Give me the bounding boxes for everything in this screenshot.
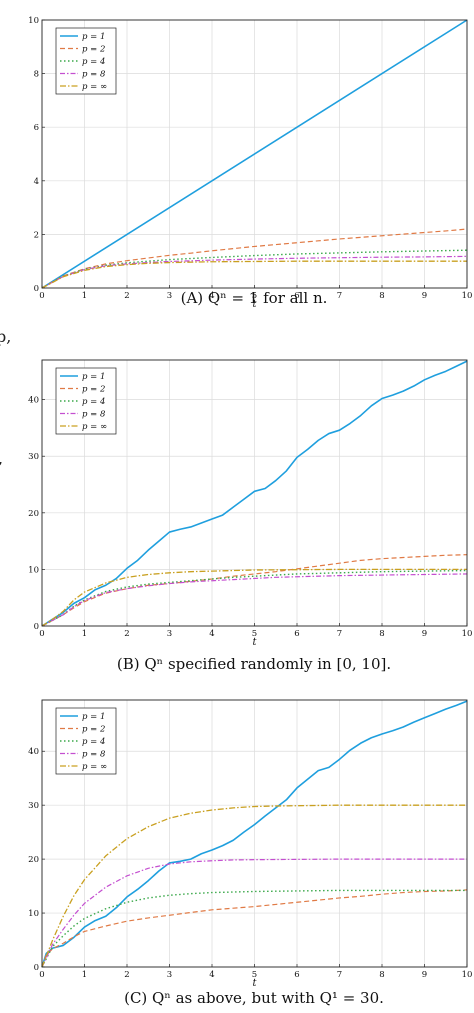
legend-label-pinf: p = ∞ [82, 82, 107, 92]
x-tick-label: 1 [82, 970, 87, 980]
left-edge-text-2: , [0, 449, 3, 468]
series-line-p8 [41, 255, 468, 289]
legend-label-p4: p = 4 [82, 397, 105, 407]
chart-panel-2: 0 1 2 3 4 5 6 7 8 9 10 0 10 20 30 40 t p = 1 p = 2 p = 4 p =… [28, 359, 473, 673]
x-tick-label: 5 [252, 970, 257, 980]
x-axis-label: t [252, 299, 257, 310]
series-line-p2 [41, 228, 468, 289]
y-tick-label: 30 [28, 801, 39, 811]
y-tick-label: 6 [34, 123, 39, 133]
x-tick-label: 9 [422, 291, 427, 301]
legend-label-pinf: p = ∞ [82, 762, 107, 772]
legend-label-p4: p = 4 [82, 737, 105, 747]
y-tick-label: 0 [34, 963, 39, 973]
y-tick-label: 4 [34, 177, 39, 187]
legend-label-p1: p = 1 [82, 372, 105, 382]
left-edge-text-1: p, [0, 327, 11, 346]
x-tick-label: 3 [167, 291, 172, 301]
x-tick-label: 5 [252, 291, 257, 301]
figure-caption: (A) Qⁿ = 1 for all n. [181, 289, 328, 307]
series-line-p4 [41, 889, 467, 968]
series-line-p8 [41, 858, 467, 968]
x-tick-label: 0 [39, 291, 44, 301]
series-line-p8 [41, 573, 468, 627]
legend-box [55, 707, 117, 775]
y-tick-label: 10 [28, 16, 39, 26]
legend-label-p8: p = 8 [82, 70, 106, 80]
y-tick-label: 20 [28, 855, 39, 865]
y-tick-label: 40 [28, 396, 39, 406]
series-line-p2 [41, 554, 468, 627]
series-line-pinf [41, 804, 467, 968]
x-tick-label: 10 [462, 970, 473, 980]
legend-label-p2: p = 2 [82, 45, 105, 55]
legend-label-p1: p = 1 [82, 32, 105, 42]
x-tick-label: 6 [294, 291, 299, 301]
x-axis-label: t [252, 637, 257, 648]
legend-label-pinf: p = ∞ [82, 422, 107, 432]
x-tick-label: 8 [379, 291, 384, 301]
x-tick-label: 10 [462, 291, 473, 301]
legend-label-p4: p = 4 [82, 57, 105, 67]
x-tick-label: 7 [337, 291, 342, 301]
x-tick-label: 8 [379, 970, 384, 980]
y-tick-label: 20 [28, 509, 39, 519]
chart-panel-3: 0 1 2 3 4 5 6 7 8 9 10 0 10 20 30 40 t p = 1 p = 2 p = 4 p =… [28, 699, 473, 1007]
y-tick-label: 0 [34, 622, 39, 632]
series-line-p2 [41, 889, 468, 968]
legend-label-p2: p = 2 [82, 725, 105, 735]
x-tick-label: 6 [294, 970, 299, 980]
x-tick-label: 4 [209, 970, 214, 980]
legend-label-p1: p = 1 [82, 712, 105, 722]
y-tick-label: 10 [28, 565, 39, 575]
x-tick-label: 9 [422, 970, 427, 980]
y-tick-label: 8 [34, 70, 39, 80]
x-tick-label: 2 [124, 291, 129, 301]
legend-box [55, 367, 117, 435]
x-tick-label: 8 [379, 629, 384, 639]
x-axis-label: t [252, 978, 257, 989]
x-tick-label: 7 [337, 970, 342, 980]
x-tick-label: 0 [39, 970, 44, 980]
y-tick-label: 10 [28, 909, 39, 919]
x-tick-label: 2 [124, 629, 129, 639]
legend-box [55, 27, 117, 95]
x-tick-label: 1 [82, 291, 87, 301]
x-tick-label: 6 [294, 629, 299, 639]
y-tick-label: 0 [34, 284, 39, 294]
x-tick-label: 7 [337, 629, 342, 639]
x-tick-label: 3 [167, 970, 172, 980]
x-tick-label: 3 [167, 629, 172, 639]
x-tick-label: 10 [462, 629, 473, 639]
legend-label-p8: p = 8 [82, 750, 106, 760]
y-tick-label: 30 [28, 452, 39, 462]
x-tick-label: 4 [209, 291, 214, 301]
series-line-p1 [41, 700, 468, 968]
x-tick-label: 2 [124, 970, 129, 980]
x-tick-label: 9 [422, 629, 427, 639]
x-tick-label: 5 [252, 629, 257, 639]
x-tick-label: 4 [209, 629, 214, 639]
chart-panel-1: 0 1 2 3 4 5 6 7 8 9 10 0 2 4 6 8 10 t p = 1 p = 2 p = 4 p = 8… [28, 16, 472, 310]
figure-caption: (C) Qⁿ as above, but with Q¹ = 30. [124, 989, 384, 1007]
x-tick-label: 1 [82, 629, 87, 639]
figure-caption: (B) Qⁿ specified randomly in [0, 10]. [117, 655, 391, 673]
series-line-pinf [41, 568, 467, 627]
y-tick-label: 2 [34, 230, 39, 240]
legend-label-p2: p = 2 [82, 385, 105, 395]
series-line-p1 [41, 19, 468, 289]
series-line-pinf [41, 260, 467, 289]
legend-label-p8: p = 8 [82, 410, 106, 420]
y-tick-label: 40 [28, 747, 39, 757]
x-tick-label: 0 [39, 629, 44, 639]
